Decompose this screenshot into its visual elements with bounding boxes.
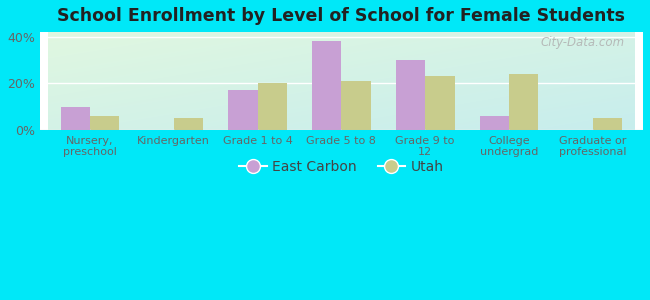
Bar [312, 41, 341, 130]
Bar [396, 60, 425, 130]
Bar [593, 118, 622, 130]
Bar [228, 90, 257, 130]
Bar [341, 81, 370, 130]
Bar [60, 107, 90, 130]
Bar [90, 116, 120, 130]
Bar [509, 74, 538, 130]
Bar [480, 116, 509, 130]
Title: School Enrollment by Level of School for Female Students: School Enrollment by Level of School for… [57, 7, 625, 25]
Bar [425, 76, 454, 130]
Bar [257, 83, 287, 130]
Text: City-Data.com: City-Data.com [541, 36, 625, 49]
Bar [174, 118, 203, 130]
Legend: East Carbon, Utah: East Carbon, Utah [233, 155, 450, 180]
